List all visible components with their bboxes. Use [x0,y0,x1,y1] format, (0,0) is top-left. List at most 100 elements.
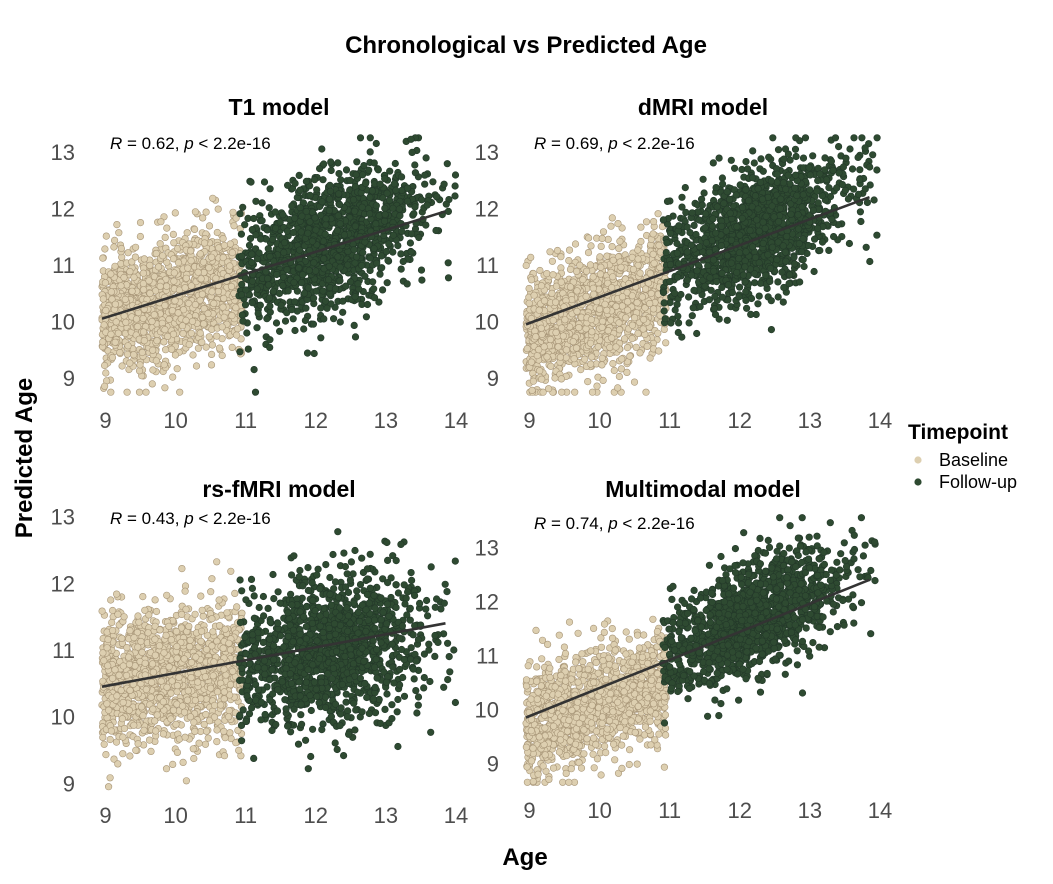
baseline-point [226,262,234,270]
followup-point [362,179,370,187]
baseline-point [169,373,177,381]
followup-point [244,345,252,353]
followup-point [374,166,382,174]
followup-point [369,278,377,286]
followup-point [856,175,864,184]
baseline-point [196,329,204,337]
baseline-point [205,333,213,341]
baseline-point [114,329,122,337]
followup-point [323,304,331,312]
baseline-point [101,279,109,287]
followup-point [697,195,706,203]
followup-point [781,145,790,153]
followup-point [291,326,299,335]
baseline-point [112,318,120,326]
followup-point [411,169,420,177]
baseline-point [102,369,110,377]
baseline-point [655,347,663,355]
baseline-point [229,208,237,216]
followup-point [379,286,387,294]
followup-point [302,177,311,185]
followup-point [246,234,255,243]
followup-point [330,315,338,323]
followup-point [408,230,416,238]
baseline-point [549,316,557,325]
baseline-point [187,247,195,255]
baseline-point [623,368,631,377]
followup-point [366,134,374,142]
followup-point [444,259,452,267]
followup-point [692,230,700,239]
y-tick-label: 12 [51,196,75,221]
baseline-point [626,352,634,360]
baseline-point [556,353,565,361]
baseline-point [173,365,181,373]
followup-point [403,184,412,192]
followup-point [346,176,354,184]
baseline-point [577,366,585,374]
followup-point [370,285,378,293]
followup-point [272,224,280,232]
baseline-point [532,333,540,341]
baseline-point [598,323,606,332]
followup-point [239,203,247,211]
baseline-point [527,358,536,366]
followup-point [266,343,274,352]
followup-point [373,259,381,267]
baseline-point [99,295,107,303]
followup-point [399,257,407,266]
followup-point [263,226,271,234]
baseline-point [598,354,606,362]
followup-point [238,311,246,319]
baseline-point [192,362,201,370]
baseline-point [209,194,217,202]
baseline-point [155,263,163,271]
followup-point [299,271,307,279]
followup-point [340,231,349,239]
baseline-point [634,329,642,338]
followup-point [263,315,271,323]
followup-point [311,214,319,222]
baseline-point [214,287,222,296]
followup-point [422,154,430,162]
baseline-point [102,232,110,240]
followup-point [280,248,288,257]
baseline-point [654,329,662,337]
baseline-point [528,386,536,395]
baseline-point [228,312,236,320]
followup-point [361,272,369,280]
baseline-point [572,344,581,352]
followup-point [433,193,441,201]
baseline-point [202,343,210,351]
baseline-point [208,288,216,296]
baseline-point [218,351,226,360]
followup-point [674,319,683,327]
baseline-point [189,351,197,359]
followup-point [366,210,374,218]
baseline-point [213,332,221,340]
baseline-point [537,324,545,332]
followup-point [757,155,765,163]
followup-point [306,191,314,199]
followup-point [363,300,372,309]
followup-point [250,214,258,223]
followup-point [856,208,865,216]
followup-point [339,308,347,316]
baseline-point [168,345,176,353]
baseline-point [566,265,575,274]
baseline-point [586,261,595,269]
baseline-point [525,284,533,293]
followup-point [335,190,343,198]
baseline-point [122,318,130,327]
baseline-point [558,324,566,332]
baseline-point [624,298,632,306]
followup-point [381,175,389,183]
followup-point [266,336,274,344]
baseline-point [140,337,148,345]
followup-point [848,165,857,173]
followup-point [288,306,296,314]
followup-point [384,256,392,265]
baseline-point [588,353,596,361]
baseline-point [230,222,238,230]
baseline-point [523,345,531,353]
